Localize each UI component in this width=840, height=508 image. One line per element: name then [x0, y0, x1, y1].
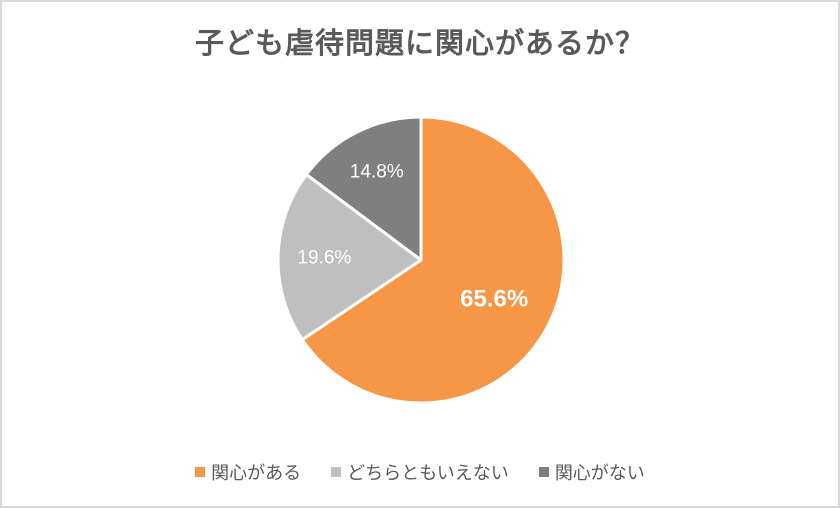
data-label: 14.8%	[350, 161, 404, 182]
legend-swatch-dark-gray	[538, 467, 549, 477]
legend-label: 関心がある	[211, 463, 302, 484]
data-label: 65.6%	[460, 286, 528, 313]
legend: 関心がある どちらともいえない 関心がない	[0, 459, 840, 485]
legend-item-not-interested[interactable]: 関心がない	[538, 459, 645, 485]
slice-not-interested[interactable]	[304, 115, 423, 262]
legend-swatch-orange	[195, 467, 206, 477]
legend-label: 関心がない	[554, 463, 645, 484]
data-label: 19.6%	[297, 247, 351, 268]
legend-item-neutral[interactable]: どちらともいえない	[331, 459, 509, 485]
slice-interested[interactable]	[300, 115, 566, 405]
chart-title: 子ども虐待問題に関心があるか？	[194, 26, 645, 60]
legend-swatch-light-gray	[331, 467, 342, 477]
legend-item-interested[interactable]: 関心がある	[195, 459, 301, 485]
slice-neutral[interactable]	[276, 173, 423, 342]
legend-label: どちらともいえない	[347, 463, 509, 484]
